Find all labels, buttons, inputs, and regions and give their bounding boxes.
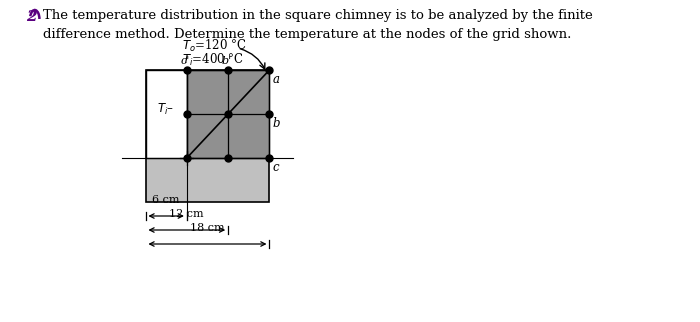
Bar: [187, 70, 270, 158]
Text: The temperature distribution in the square chimney is to be analyzed by the fini: The temperature distribution in the squa…: [43, 9, 593, 41]
Text: 12 cm: 12 cm: [169, 209, 204, 219]
Text: 18 cm: 18 cm: [190, 223, 225, 233]
Text: 6 cm: 6 cm: [153, 195, 180, 205]
Text: b': b': [221, 56, 231, 66]
Bar: [146, 70, 270, 202]
Text: c: c: [272, 161, 279, 174]
Text: c': c': [181, 56, 190, 66]
Bar: [146, 70, 187, 158]
Text: a: a: [272, 73, 279, 86]
Text: $T_i$=400 °C: $T_i$=400 °C: [182, 52, 244, 68]
Text: $T_i$–: $T_i$–: [157, 102, 174, 117]
Text: $T_o$=120 °C: $T_o$=120 °C: [182, 38, 247, 54]
Text: 2: 2: [27, 10, 37, 24]
Text: b: b: [272, 117, 280, 130]
